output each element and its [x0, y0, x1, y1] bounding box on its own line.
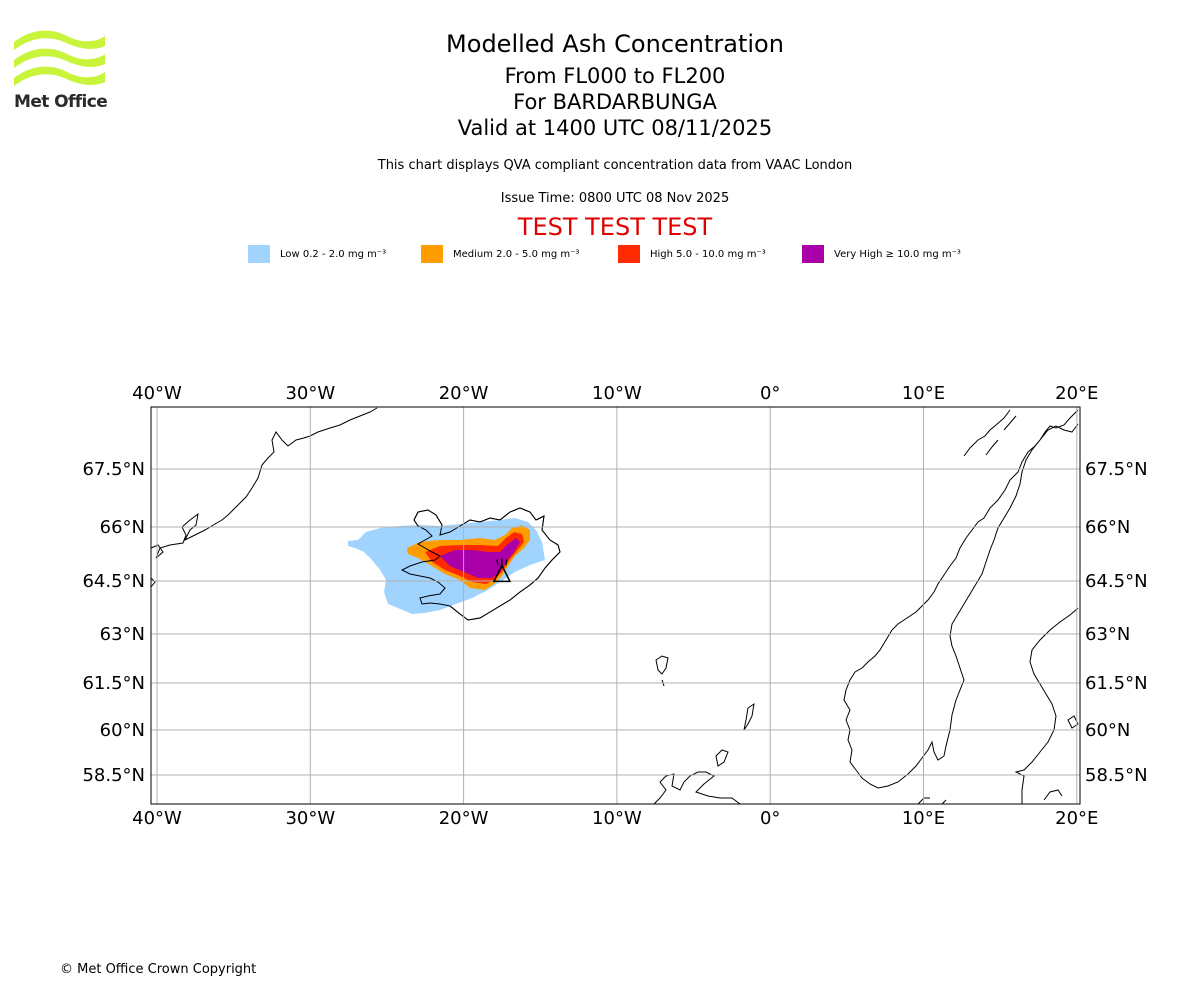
lon-tick-label-bottom: 40°W	[132, 808, 182, 829]
greenland-south-tip	[150, 577, 156, 588]
met-office-wordmark: Met Office	[14, 92, 108, 112]
map-tick-labels: 40°W 40°W 30°W 30°W 20°W 20°W 10°W 10°W 0° 0° 10°E…	[82, 383, 1147, 829]
copyright-notice: © Met Office Crown Copyright	[60, 962, 257, 977]
legend-item-very-high: Very High ≥ 10.0 mg m⁻³	[802, 244, 961, 264]
volcano-plume-lines	[496, 558, 508, 566]
flight-level-range: From FL000 to FL200	[504, 64, 726, 88]
lon-tick-label-top: 40°W	[132, 383, 182, 404]
sweden-coastline	[1014, 607, 1079, 804]
baltic-island	[1067, 715, 1079, 729]
lat-tick-label-left: 63°N	[100, 624, 145, 645]
lon-tick-label-top: 10°W	[592, 383, 642, 404]
legend-swatch-high	[618, 245, 640, 263]
legend-item-high: High 5.0 - 10.0 mg m⁻³	[618, 244, 766, 264]
legend-label-low: Low 0.2 - 2.0 mg m⁻³	[280, 248, 387, 260]
norway-coastline	[843, 409, 1079, 789]
legend-label-very-high: Very High ≥ 10.0 mg m⁻³	[834, 248, 961, 260]
lat-tick-label-left: 60°N	[100, 720, 145, 741]
issue-time: Issue Time: 0800 UTC 08 Nov 2025	[500, 191, 730, 206]
chart-title: Modelled Ash Concentration	[446, 30, 784, 58]
scotland-coastline	[653, 771, 741, 805]
orkney-islands	[715, 749, 729, 767]
lat-tick-label-left: 67.5°N	[82, 459, 145, 480]
map-frame	[150, 406, 1081, 805]
lat-tick-label-right: 67.5°N	[1085, 459, 1148, 480]
met-office-wave-logo-icon	[14, 30, 105, 86]
lat-tick-label-right: 58.5°N	[1085, 765, 1148, 786]
legend-item-low: Low 0.2 - 2.0 mg m⁻³	[248, 244, 386, 264]
lon-tick-label-bottom: 30°W	[285, 808, 335, 829]
lat-tick-label-right: 63°N	[1085, 624, 1130, 645]
lat-tick-label-left: 64.5°N	[82, 571, 145, 592]
iceland-coastline-overlay	[400, 507, 561, 621]
legend-label-high: High 5.0 - 10.0 mg m⁻³	[650, 248, 766, 260]
greenland-coastline	[150, 407, 378, 559]
lon-tick-label-bottom: 20°E	[1055, 808, 1098, 829]
lon-tick-label-top: 20°E	[1055, 383, 1098, 404]
lon-tick-label-bottom: 10°W	[592, 808, 642, 829]
lat-tick-label-left: 58.5°N	[82, 765, 145, 786]
lat-tick-label-left: 66°N	[100, 517, 145, 538]
volcano-triangle-icon	[492, 558, 512, 583]
compliance-note: This chart displays QVA compliant concen…	[377, 158, 853, 173]
legend-label-medium: Medium 2.0 - 5.0 mg m⁻³	[453, 248, 580, 260]
denmark-coastline	[917, 797, 947, 805]
concentration-legend: Low 0.2 - 2.0 mg m⁻³ Medium 2.0 - 5.0 mg…	[248, 244, 1008, 264]
faroe-islands	[655, 655, 669, 687]
legend-swatch-very-high	[802, 245, 824, 263]
valid-time: Valid at 1400 UTC 08/11/2025	[457, 116, 773, 140]
lon-tick-label-top: 10°E	[902, 383, 945, 404]
lat-tick-label-right: 60°N	[1085, 720, 1130, 741]
norway-fjord-islands	[963, 409, 1017, 457]
shetland-islands	[743, 702, 755, 731]
lon-tick-label-top: 30°W	[285, 383, 335, 404]
lat-tick-label-right: 64.5°N	[1085, 571, 1148, 592]
lat-tick-label-left: 61.5°N	[82, 673, 145, 694]
lon-tick-label-top: 0°	[760, 383, 780, 404]
legend-swatch-medium	[421, 245, 443, 263]
legend-swatch-low	[248, 245, 270, 263]
map-gridlines	[151, 407, 1080, 804]
legend-item-medium: Medium 2.0 - 5.0 mg m⁻³	[421, 244, 579, 264]
volcano-name: For BARDARBUNGA	[513, 90, 717, 114]
test-banner: TEST TEST TEST	[517, 213, 713, 241]
lat-tick-label-right: 61.5°N	[1085, 673, 1148, 694]
lon-tick-label-bottom: 20°W	[439, 808, 489, 829]
lon-tick-label-bottom: 0°	[760, 808, 780, 829]
lat-tick-label-right: 66°N	[1085, 517, 1130, 538]
volcano-symbol	[492, 563, 512, 583]
lon-tick-label-bottom: 10°E	[902, 808, 945, 829]
lon-tick-label-top: 20°W	[439, 383, 489, 404]
